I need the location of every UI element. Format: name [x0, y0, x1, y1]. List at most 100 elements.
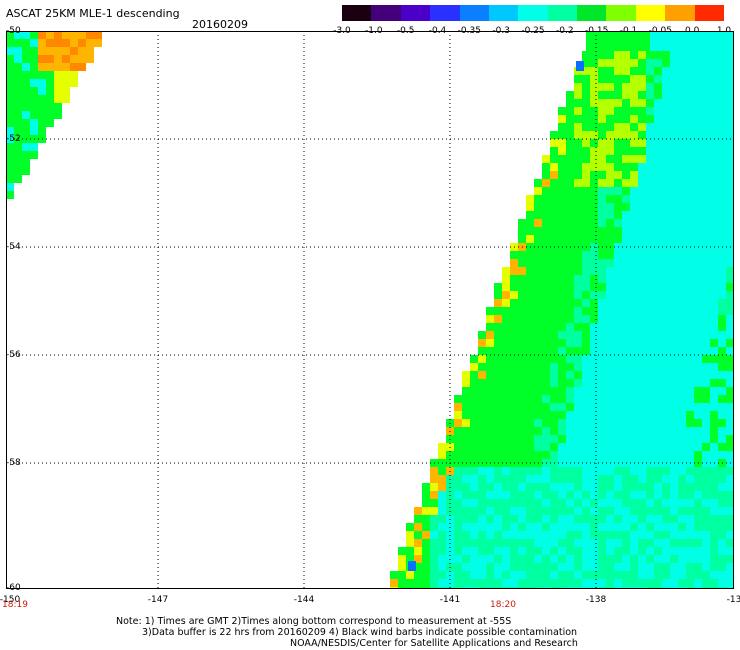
swath-pixel: [518, 403, 526, 411]
swath-pixel: [630, 411, 638, 419]
swath-pixel: [526, 403, 534, 411]
swath-pixel: [622, 171, 630, 179]
swath-pixel: [670, 355, 678, 363]
swath-pixel: [478, 331, 486, 339]
swath-pixel: [718, 203, 726, 211]
swath-pixel: [38, 63, 46, 71]
swath-pixel: [494, 379, 502, 387]
swath-pixel: [646, 315, 654, 323]
swath-pixel: [606, 371, 614, 379]
swath-pixel: [534, 275, 542, 283]
swath-pixel: [686, 275, 694, 283]
swath-pixel: [650, 31, 658, 51]
swath-pixel: [534, 299, 542, 307]
swath-pixel: [518, 451, 526, 459]
swath-pixel: [614, 379, 622, 387]
swath-pixel: [694, 235, 702, 243]
swath-pixel: [526, 323, 534, 331]
swath-pixel: [702, 259, 710, 267]
swath-pixel: [686, 211, 694, 219]
swath-pixel: [638, 403, 646, 411]
swath-pixel: [598, 531, 606, 539]
swath-pixel: [606, 75, 614, 83]
swath-pixel: [510, 427, 518, 435]
swath-pixel: [710, 59, 718, 67]
swath-pixel: [662, 339, 670, 347]
swath-pixel: [670, 291, 678, 299]
swath-pixel: [646, 339, 654, 347]
swath-pixel: [670, 347, 678, 355]
swath-pixel: [550, 475, 558, 483]
swath-pixel: [726, 547, 734, 555]
swath-pixel: [598, 507, 606, 515]
swath-pixel: [22, 111, 30, 119]
swath-pixel: [566, 107, 574, 115]
swath-pixel: [694, 267, 702, 275]
swath-pixel: [702, 171, 710, 179]
swath-pixel: [686, 515, 694, 523]
swath-pixel: [718, 515, 726, 523]
swath-pixel: [14, 151, 22, 159]
swath-pixel: [558, 283, 566, 291]
swath-pixel: [590, 59, 598, 67]
swath-pixel: [6, 175, 14, 183]
swath-pixel: [638, 299, 646, 307]
swath-pixel: [654, 59, 662, 67]
swath-pixel: [582, 523, 590, 531]
swath-pixel: [614, 443, 622, 451]
swath-pixel: [486, 451, 494, 459]
swath-pixel: [526, 299, 534, 307]
swath-pixel: [622, 259, 630, 267]
swath-pixel: [550, 299, 558, 307]
swath-pixel: [598, 475, 606, 483]
swath-pixel: [718, 195, 726, 203]
swath-pixel: [462, 411, 470, 419]
swath-pixel: [670, 195, 678, 203]
swath-pixel: [686, 235, 694, 243]
swath-pixel: [558, 195, 566, 203]
swath-pixel: [702, 427, 710, 435]
swath-pixel: [526, 379, 534, 387]
swath-pixel: [510, 555, 518, 563]
swath-pixel: [462, 387, 470, 395]
swath-pixel: [454, 483, 462, 491]
longitude-label: -150: [0, 595, 21, 605]
swath-pixel: [590, 539, 598, 547]
swath-pixel: [6, 55, 14, 63]
swath-pixel: [726, 259, 734, 267]
swath-pixel: [614, 99, 622, 107]
swath-pixel: [550, 499, 558, 507]
swath-pixel: [654, 371, 662, 379]
swath-pixel: [678, 171, 686, 179]
swath-pixel: [22, 47, 30, 55]
swath-pixel: [598, 299, 606, 307]
swath-pixel: [502, 315, 510, 323]
swath-pixel: [646, 107, 654, 115]
swath-pixel: [630, 155, 638, 163]
swath-pixel: [686, 115, 694, 123]
swath-pixel: [614, 267, 622, 275]
swath-pixel: [502, 419, 510, 427]
swath-pixel: [654, 435, 662, 443]
swath-pixel: [574, 227, 582, 235]
swath-pixel: [558, 547, 566, 555]
swath-pixel: [726, 203, 734, 211]
swath-pixel: [566, 187, 574, 195]
swath-pixel: [646, 195, 654, 203]
swath-pixel: [518, 219, 526, 227]
swath-pixel: [502, 555, 510, 563]
swath-pixel: [566, 427, 574, 435]
swath-pixel: [582, 267, 590, 275]
swath-pixel: [598, 515, 606, 523]
latitude-label: -60: [6, 583, 21, 593]
swath-pixel: [550, 251, 558, 259]
swath-pixel: [638, 307, 646, 315]
swath-pixel: [698, 31, 706, 51]
swath-pixel: [614, 299, 622, 307]
chart-date: 20160209: [192, 18, 248, 31]
swath-pixel: [534, 267, 542, 275]
swath-pixel: [622, 83, 630, 91]
swath-pixel: [486, 395, 494, 403]
swath-pixel: [622, 539, 630, 547]
swath-pixel: [654, 515, 662, 523]
